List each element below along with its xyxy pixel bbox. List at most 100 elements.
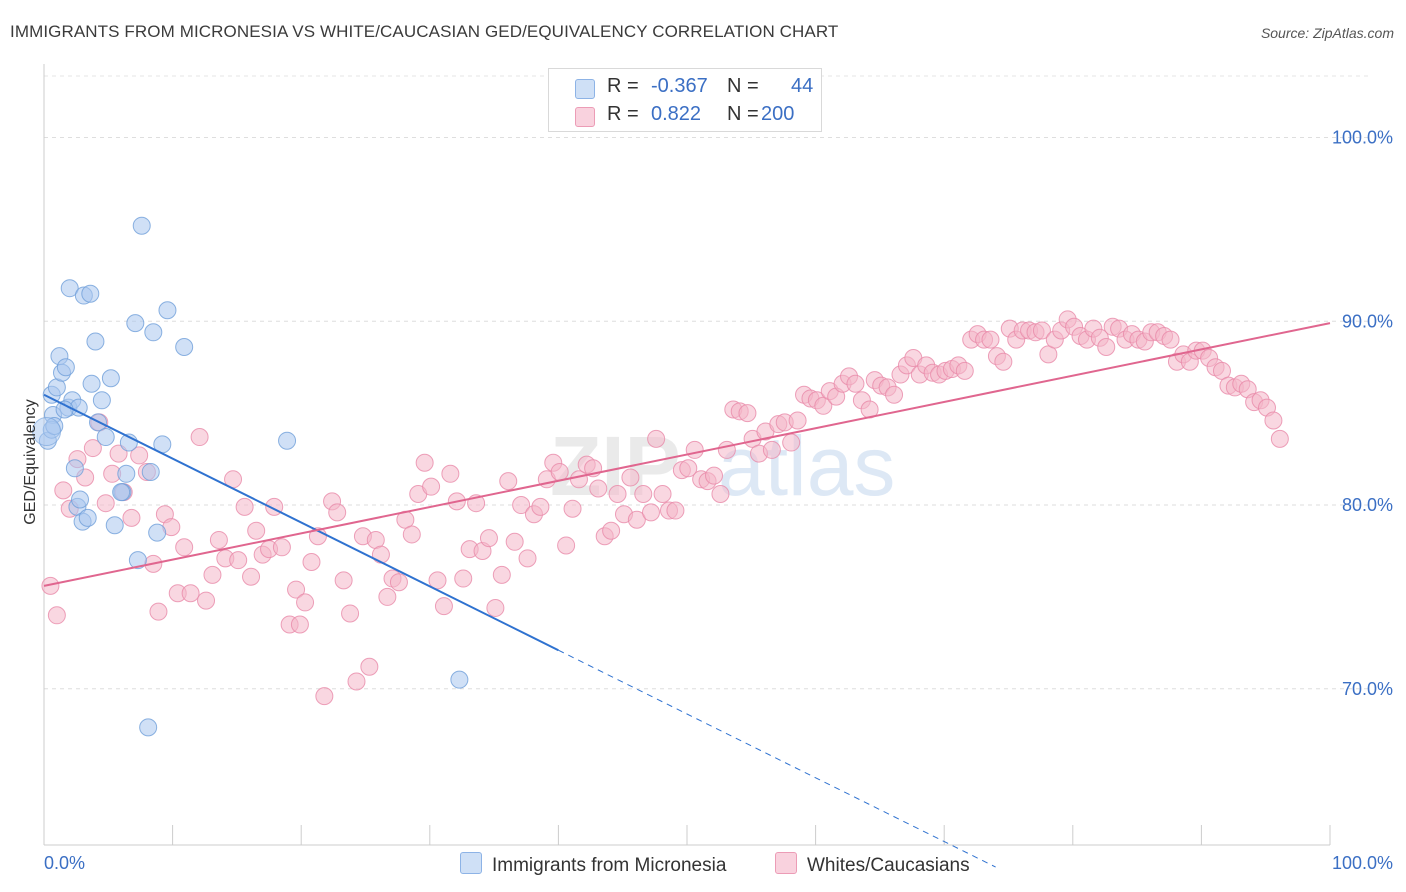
data-point xyxy=(360,657,379,676)
data-point xyxy=(117,464,136,483)
data-point xyxy=(1161,330,1180,349)
data-point xyxy=(602,521,621,540)
data-point xyxy=(531,497,550,516)
data-point xyxy=(434,597,453,616)
data-point xyxy=(450,670,469,689)
data-point xyxy=(1270,429,1289,448)
data-point xyxy=(479,529,498,548)
y-tick-label: 100.0% xyxy=(1332,128,1393,148)
data-point xyxy=(762,440,781,459)
data-point xyxy=(441,464,460,483)
data-point xyxy=(287,580,306,599)
data-point xyxy=(518,549,537,568)
gridlines xyxy=(44,75,1370,690)
data-point xyxy=(71,490,90,509)
data-point xyxy=(378,587,397,606)
data-point xyxy=(175,337,194,356)
data-point xyxy=(608,485,627,504)
data-point xyxy=(846,374,865,393)
data-point xyxy=(203,565,222,584)
legend-r-value: -0.367 xyxy=(651,75,708,97)
data-point xyxy=(422,477,441,496)
data-point xyxy=(296,593,315,612)
data-point xyxy=(711,485,730,504)
y-tick-label: 70.0% xyxy=(1342,679,1393,699)
data-point xyxy=(209,530,228,549)
data-point xyxy=(557,536,576,555)
data-point xyxy=(627,510,646,529)
axes xyxy=(43,64,1331,846)
data-point xyxy=(92,391,111,410)
data-point xyxy=(371,545,390,564)
y-tick-label: 90.0% xyxy=(1342,311,1393,331)
data-point xyxy=(144,323,163,342)
data-point xyxy=(685,440,704,459)
data-point xyxy=(486,598,505,617)
data-point xyxy=(41,576,60,595)
data-point xyxy=(139,718,158,737)
data-point xyxy=(499,472,518,491)
legend-n-value: 200 xyxy=(761,103,795,125)
data-point xyxy=(158,301,177,320)
data-point xyxy=(272,538,291,557)
legend-r-label: R = xyxy=(607,103,639,125)
data-point xyxy=(86,332,105,351)
series-whites-caucasians xyxy=(41,310,1289,706)
data-point xyxy=(981,330,1000,349)
data-point xyxy=(141,462,160,481)
data-point xyxy=(229,551,248,570)
data-point xyxy=(653,485,672,504)
data-point xyxy=(132,216,151,235)
data-point xyxy=(885,385,904,404)
legend-swatch-whites xyxy=(575,107,595,127)
trend-lines xyxy=(43,322,1331,868)
trend-line-micronesia-extension xyxy=(558,649,996,868)
legend-n-label: N = xyxy=(727,103,759,125)
data-point xyxy=(505,532,524,551)
data-point xyxy=(235,497,254,516)
data-point xyxy=(415,453,434,472)
bottom-legend-label: Immigrants from Micronesia xyxy=(492,855,727,876)
data-point xyxy=(126,314,145,333)
data-point xyxy=(666,501,685,520)
data-point xyxy=(101,369,120,388)
data-point xyxy=(78,508,97,527)
data-point xyxy=(96,494,115,513)
data-point xyxy=(389,573,408,592)
x-tick-label: 0.0% xyxy=(44,853,85,873)
data-point-large xyxy=(32,417,62,447)
data-point xyxy=(96,428,115,447)
data-point xyxy=(334,571,353,590)
data-point xyxy=(1097,337,1116,356)
data-point xyxy=(105,516,124,535)
watermark-atlas: atlas xyxy=(718,419,895,513)
data-point xyxy=(242,567,261,586)
data-point xyxy=(738,404,757,423)
legend-r-label: R = xyxy=(607,75,639,97)
tick-labels: 70.0% 80.0% 90.0% 100.0% 0.0% 100.0% xyxy=(44,128,1393,873)
data-point xyxy=(130,446,149,465)
data-point xyxy=(302,553,321,572)
data-point xyxy=(705,466,724,485)
chart-title: IMMIGRANTS FROM MICRONESIA VS WHITE/CAUC… xyxy=(10,22,839,41)
data-point xyxy=(82,374,101,393)
data-point xyxy=(550,462,569,481)
data-point xyxy=(788,411,807,430)
y-tick-label: 80.0% xyxy=(1342,495,1393,515)
data-point xyxy=(290,615,309,634)
data-point xyxy=(428,571,447,590)
data-point xyxy=(109,444,128,463)
legend-row-whites: R = 0.822 N = 200 xyxy=(549,101,821,129)
data-point xyxy=(65,459,84,478)
bottom-legend-swatch-whites xyxy=(775,852,797,874)
trend-line-micronesia xyxy=(43,393,559,652)
data-point xyxy=(149,602,168,621)
data-point xyxy=(717,440,736,459)
data-point xyxy=(402,525,421,544)
data-point xyxy=(634,485,653,504)
data-point xyxy=(278,431,297,450)
bottom-legend-whites: Whites/Caucasians xyxy=(775,852,970,877)
data-point xyxy=(112,483,131,502)
series-immigrants-micronesia xyxy=(32,216,469,737)
